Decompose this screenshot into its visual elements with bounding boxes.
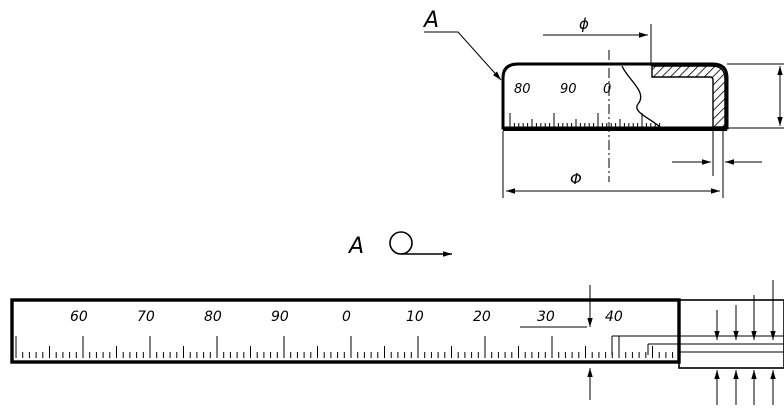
section-outline: [501, 62, 729, 130]
rotation-circle: [389, 231, 413, 255]
bottom-scale-label: 90: [271, 309, 289, 325]
developed-scale-view: 60 70 80 90 0 10 20 30 40: [10, 280, 784, 405]
leader-label: A: [422, 8, 439, 33]
section-view: 80 90 0 ϕ Φ A: [422, 8, 784, 198]
section-base-strip: [503, 128, 727, 131]
dimension-small-diameter: ϕ: [579, 15, 589, 33]
break-line: [621, 65, 661, 128]
bottom-scale-label: 10: [406, 309, 424, 325]
bottom-scale-label: 30: [537, 309, 555, 325]
hatched-wall: [651, 65, 726, 128]
bottom-scale-label: 80: [204, 309, 222, 325]
top-scale-label: 80: [514, 82, 531, 97]
bottom-scale-label: 0: [342, 309, 351, 325]
bottom-scale-label: 70: [137, 309, 155, 325]
view-label: A: [347, 234, 364, 259]
bottom-scale-label: 60: [70, 309, 88, 325]
seam-box: [678, 299, 784, 369]
bottom-scale-ticks: [15, 336, 674, 358]
top-scale-label: 90: [560, 82, 577, 97]
dimension-large-diameter: Φ: [570, 170, 582, 188]
top-scale-ticks: [509, 113, 661, 127]
leader-line: [424, 31, 502, 81]
view-rotation-symbol: A: [347, 231, 452, 259]
top-scale-label: 0: [603, 82, 611, 97]
bottom-scale-label: 40: [605, 309, 623, 325]
bottom-scale-label: 20: [473, 309, 491, 325]
